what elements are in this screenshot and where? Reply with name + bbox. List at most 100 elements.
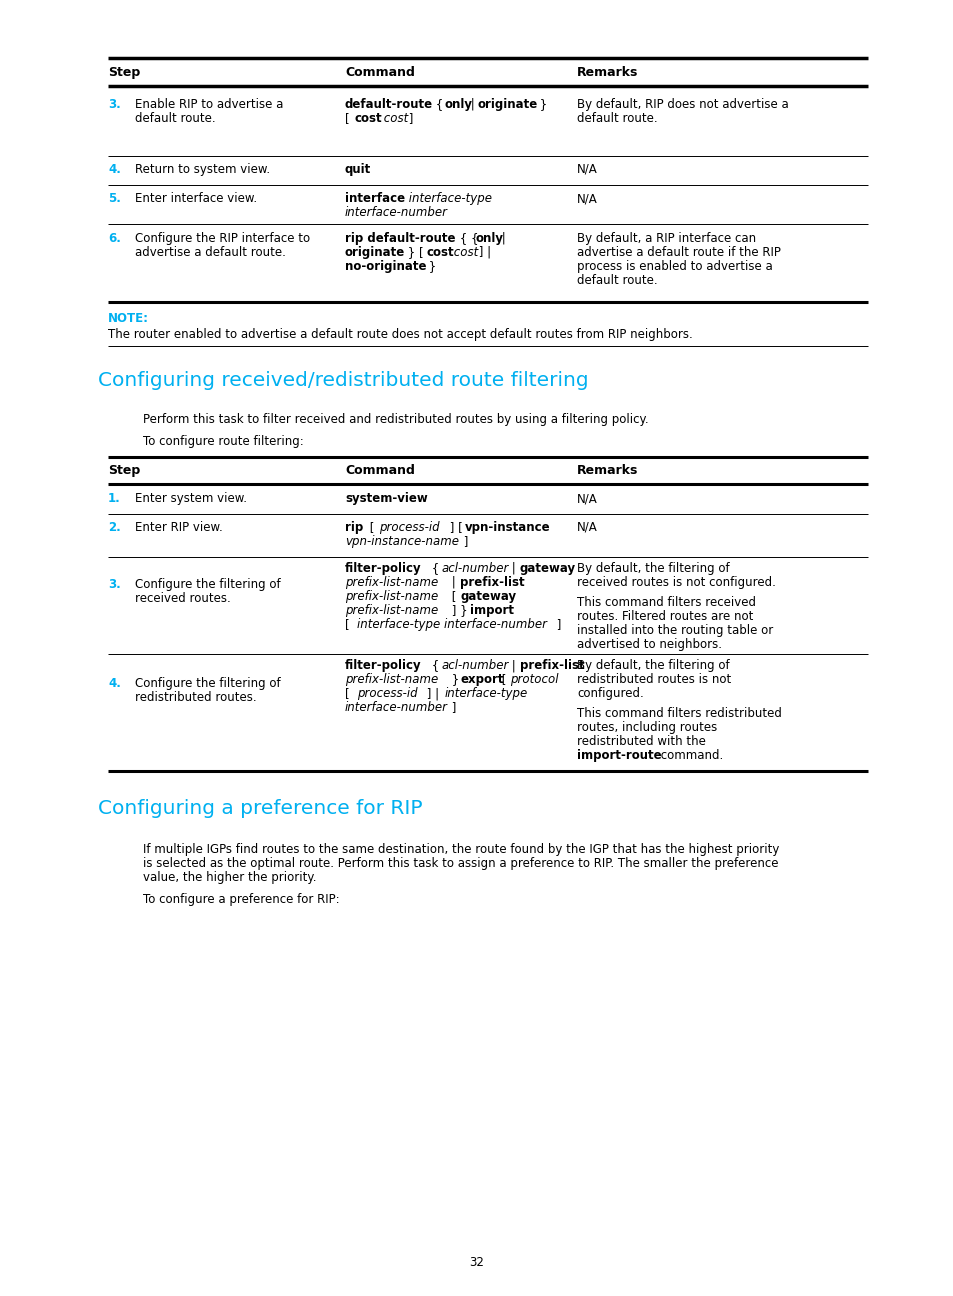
Text: rip: rip <box>345 521 363 534</box>
Text: Enter system view.: Enter system view. <box>135 492 247 505</box>
Text: prefix-list: prefix-list <box>519 658 584 673</box>
Text: redistributed routes.: redistributed routes. <box>135 691 256 704</box>
Text: This command filters redistributed: This command filters redistributed <box>577 708 781 721</box>
Text: }: } <box>448 673 462 686</box>
Text: }: } <box>424 260 436 273</box>
Text: interface-number: interface-number <box>345 206 448 219</box>
Text: no-originate: no-originate <box>345 260 426 273</box>
Text: [: [ <box>366 521 377 534</box>
Text: N/A: N/A <box>577 521 598 534</box>
Text: filter-policy: filter-policy <box>345 658 421 673</box>
Text: By default, a RIP interface can: By default, a RIP interface can <box>577 232 756 245</box>
Text: redistributed routes is not: redistributed routes is not <box>577 673 731 686</box>
Text: This command filters received: This command filters received <box>577 596 755 609</box>
Text: cost: cost <box>355 111 382 124</box>
Text: routes, including routes: routes, including routes <box>577 721 717 734</box>
Text: gateway: gateway <box>460 590 517 603</box>
Text: cost: cost <box>427 246 455 259</box>
Text: redistributed with the: redistributed with the <box>577 735 705 748</box>
Text: 6.: 6. <box>108 232 121 245</box>
Text: default-route: default-route <box>345 98 433 111</box>
Text: ] |: ] | <box>475 246 491 259</box>
Text: The router enabled to advertise a default route does not accept default routes f: The router enabled to advertise a defaul… <box>108 328 692 341</box>
Text: {: { <box>428 658 442 673</box>
Text: gateway: gateway <box>519 562 576 575</box>
Text: originate: originate <box>345 246 405 259</box>
Text: interface: interface <box>345 192 405 205</box>
Text: |: | <box>448 575 459 588</box>
Text: {: { <box>432 98 447 111</box>
Text: value, the higher the priority.: value, the higher the priority. <box>143 871 316 884</box>
Text: 5.: 5. <box>108 192 121 205</box>
Text: 1.: 1. <box>108 492 121 505</box>
Text: By default, the filtering of: By default, the filtering of <box>577 562 729 575</box>
Text: interface-type interface-number: interface-type interface-number <box>356 618 546 631</box>
Text: installed into the routing table or: installed into the routing table or <box>577 623 773 638</box>
Text: prefix-list-name: prefix-list-name <box>345 604 437 617</box>
Text: received routes is not configured.: received routes is not configured. <box>577 575 775 588</box>
Text: By default, the filtering of: By default, the filtering of <box>577 658 729 673</box>
Text: [: [ <box>345 687 353 700</box>
Text: ]: ] <box>405 111 413 124</box>
Text: }: } <box>536 98 547 111</box>
Text: interface-number: interface-number <box>345 701 448 714</box>
Text: configured.: configured. <box>577 687 643 700</box>
Text: prefix-list: prefix-list <box>459 575 524 588</box>
Text: process-id: process-id <box>378 521 439 534</box>
Text: originate: originate <box>477 98 537 111</box>
Text: prefix-list-name: prefix-list-name <box>345 590 437 603</box>
Text: N/A: N/A <box>577 492 598 505</box>
Text: If multiple IGPs find routes to the same destination, the route found by the IGP: If multiple IGPs find routes to the same… <box>143 842 779 855</box>
Text: quit: quit <box>345 163 371 176</box>
Text: |: | <box>497 232 505 245</box>
Text: { {: { { <box>456 232 482 245</box>
Text: export: export <box>460 673 504 686</box>
Text: N/A: N/A <box>577 192 598 205</box>
Text: Step: Step <box>108 66 140 79</box>
Text: default route.: default route. <box>577 273 657 286</box>
Text: Perform this task to filter received and redistributed routes by using a filteri: Perform this task to filter received and… <box>143 413 648 426</box>
Text: Remarks: Remarks <box>577 464 638 477</box>
Text: import-route: import-route <box>577 749 661 762</box>
Text: 4.: 4. <box>108 677 121 689</box>
Text: process-id: process-id <box>356 687 417 700</box>
Text: |: | <box>467 98 478 111</box>
Text: 2.: 2. <box>108 521 121 534</box>
Text: {: { <box>428 562 442 575</box>
Text: vpn-instance: vpn-instance <box>464 521 550 534</box>
Text: To configure route filtering:: To configure route filtering: <box>143 435 303 448</box>
Text: ]: ] <box>553 618 560 631</box>
Text: Command: Command <box>345 464 415 477</box>
Text: } [: } [ <box>403 246 427 259</box>
Text: advertise a default route.: advertise a default route. <box>135 246 286 259</box>
Text: import: import <box>470 604 514 617</box>
Text: To configure a preference for RIP:: To configure a preference for RIP: <box>143 893 339 906</box>
Text: 3.: 3. <box>108 578 121 591</box>
Text: only: only <box>444 98 473 111</box>
Text: prefix-list-name: prefix-list-name <box>345 575 437 588</box>
Text: 3.: 3. <box>108 98 121 111</box>
Text: interface-type: interface-type <box>405 192 492 205</box>
Text: ] [: ] [ <box>446 521 466 534</box>
Text: filter-policy: filter-policy <box>345 562 421 575</box>
Text: [: [ <box>448 590 459 603</box>
Text: Configure the filtering of: Configure the filtering of <box>135 578 280 591</box>
Text: Step: Step <box>108 464 140 477</box>
Text: ] }: ] } <box>448 604 471 617</box>
Text: routes. Filtered routes are not: routes. Filtered routes are not <box>577 610 753 623</box>
Text: By default, RIP does not advertise a: By default, RIP does not advertise a <box>577 98 788 111</box>
Text: |: | <box>507 658 519 673</box>
Text: is selected as the optimal route. Perform this task to assign a preference to RI: is selected as the optimal route. Perfor… <box>143 857 778 870</box>
Text: NOTE:: NOTE: <box>108 312 149 325</box>
Text: advertised to neighbors.: advertised to neighbors. <box>577 638 721 651</box>
Text: ]: ] <box>448 701 456 714</box>
Text: command.: command. <box>657 749 722 762</box>
Text: Remarks: Remarks <box>577 66 638 79</box>
Text: [: [ <box>345 618 353 631</box>
Text: default route.: default route. <box>135 111 215 124</box>
Text: interface-type: interface-type <box>444 687 528 700</box>
Text: cost: cost <box>450 246 477 259</box>
Text: vpn-instance-name: vpn-instance-name <box>345 535 458 548</box>
Text: N/A: N/A <box>577 163 598 176</box>
Text: 4.: 4. <box>108 163 121 176</box>
